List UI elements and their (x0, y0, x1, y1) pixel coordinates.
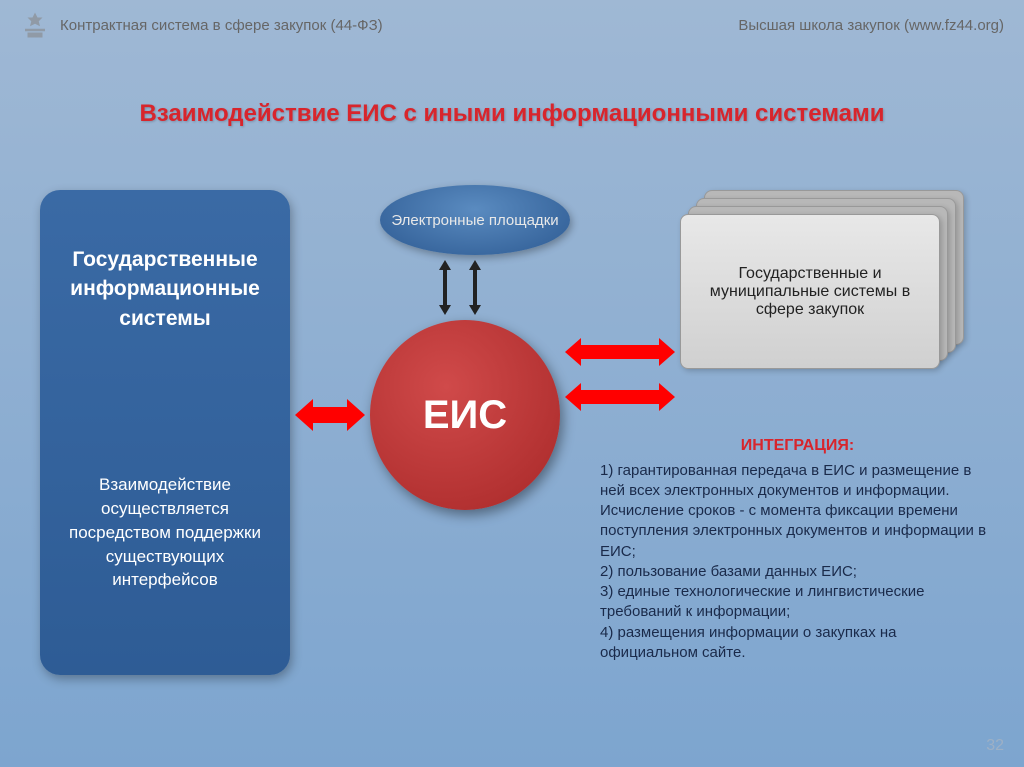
arrow-right-red-top (565, 335, 675, 369)
gov-info-systems-heading: Государственные информационные системы (55, 245, 275, 333)
eis-circle: ЕИС (370, 320, 560, 510)
integration-item-2: 2) пользование базами данных ЕИС; (600, 562, 995, 582)
integration-item-1: 1) гарантированная передача в ЕИС и разм… (600, 461, 995, 562)
arrow-up-down-left (438, 260, 452, 315)
electronic-platforms-ellipse: Электронные площадки (380, 185, 570, 255)
slide-header: Контрактная система в сфере закупок (44-… (0, 0, 1024, 50)
eis-label: ЕИС (423, 393, 507, 438)
emblem-icon (20, 10, 50, 40)
integration-heading: ИНТЕГРАЦИЯ: (600, 435, 995, 457)
stack-card-label: Государственные и муниципальные системы … (697, 265, 923, 319)
electronic-platforms-label: Электронные площадки (391, 212, 558, 229)
integration-item-3: 3) единые технологические и лингвистичес… (600, 582, 995, 623)
arrow-left-red (295, 395, 365, 435)
header-right-text: Высшая школа закупок (www.fz44.org) (738, 17, 1004, 34)
header-left-text: Контрактная система в сфере закупок (44-… (60, 17, 383, 34)
stack-card-front: Государственные и муниципальные системы … (680, 214, 940, 369)
integration-block: ИНТЕГРАЦИЯ: 1) гарантированная передача … (600, 435, 995, 663)
gov-info-systems-body: Взаимодействие осуществляется посредство… (55, 473, 275, 592)
arrow-right-red-bottom (565, 380, 675, 414)
page-number: 32 (986, 737, 1004, 755)
slide-title: Взаимодействие ЕИС с иными информационны… (0, 100, 1024, 128)
arrow-up-down-right (468, 260, 482, 315)
integration-item-4: 4) размещения информации о закупках на о… (600, 623, 995, 664)
gov-info-systems-box: Государственные информационные системы В… (40, 190, 290, 675)
municipal-systems-stack: Государственные и муниципальные системы … (680, 190, 980, 368)
